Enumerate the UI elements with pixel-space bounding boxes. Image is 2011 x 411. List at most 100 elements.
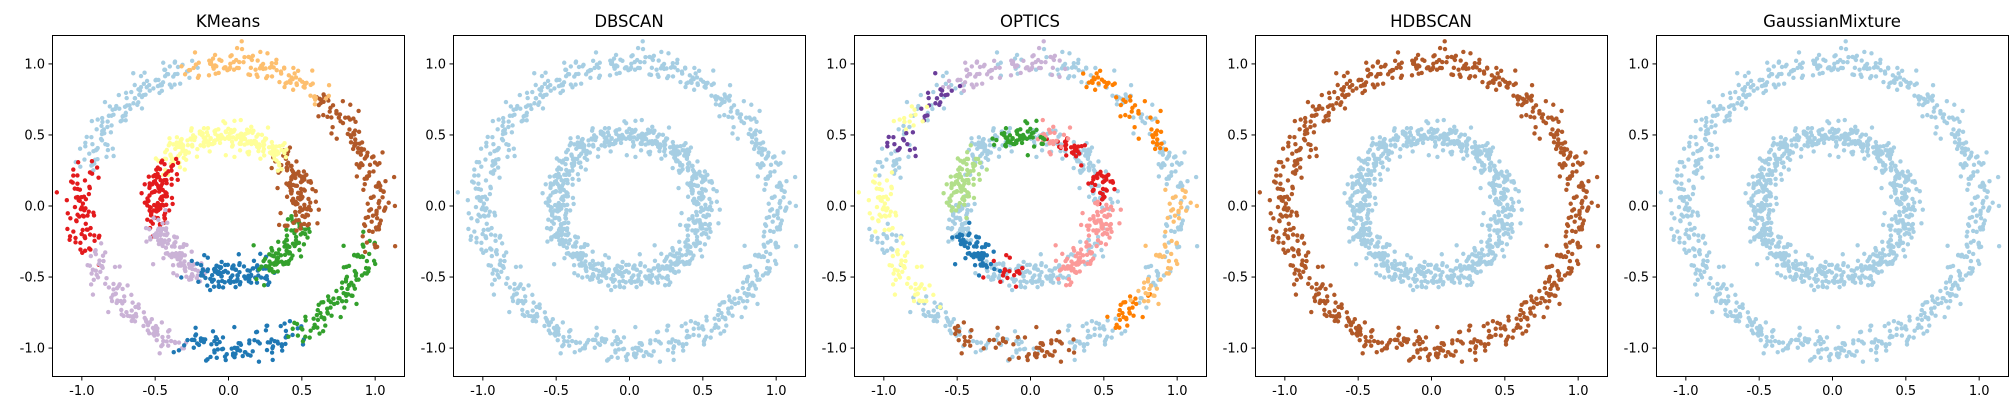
data-point xyxy=(265,282,271,288)
data-point xyxy=(677,222,683,228)
data-point xyxy=(1145,276,1151,282)
data-point xyxy=(582,343,588,348)
data-point xyxy=(306,204,312,209)
data-point xyxy=(524,118,529,123)
data-point xyxy=(301,221,307,227)
data-point xyxy=(717,114,722,119)
data-point xyxy=(221,119,226,124)
y-tick-label: 1.0 xyxy=(425,57,446,72)
data-point xyxy=(1391,128,1397,133)
data-point xyxy=(1509,179,1514,184)
data-point xyxy=(656,58,661,63)
data-point xyxy=(651,349,656,354)
data-point xyxy=(371,154,376,159)
data-point xyxy=(1404,139,1409,145)
data-point xyxy=(945,225,951,231)
data-point xyxy=(559,177,564,183)
data-point xyxy=(670,248,676,253)
data-point xyxy=(106,309,111,315)
data-point xyxy=(997,146,1002,152)
data-point xyxy=(285,217,291,222)
data-point xyxy=(774,184,780,189)
data-point xyxy=(879,214,884,219)
data-point xyxy=(632,67,638,72)
data-point xyxy=(1154,128,1160,133)
data-point xyxy=(239,46,245,52)
data-point xyxy=(902,253,908,258)
data-point xyxy=(1493,173,1498,178)
data-point xyxy=(973,349,978,355)
data-point xyxy=(383,179,388,184)
data-point xyxy=(941,191,946,196)
data-point xyxy=(146,174,152,179)
data-point xyxy=(120,114,125,119)
data-point xyxy=(1164,181,1169,187)
data-point xyxy=(362,249,368,255)
data-point xyxy=(887,213,892,218)
data-point xyxy=(229,130,234,135)
data-point xyxy=(1094,71,1099,76)
data-point xyxy=(775,209,780,215)
data-point xyxy=(114,286,120,291)
data-point xyxy=(293,238,299,243)
data-point xyxy=(391,174,397,180)
data-point xyxy=(165,231,170,236)
data-point xyxy=(884,178,890,183)
data-point xyxy=(887,263,892,268)
data-point xyxy=(793,243,799,249)
data-point xyxy=(1018,70,1023,76)
data-point xyxy=(477,198,482,203)
data-point xyxy=(1452,124,1457,129)
data-point xyxy=(164,194,170,199)
data-point xyxy=(499,269,504,274)
data-point xyxy=(526,283,531,288)
data-point xyxy=(995,333,1000,338)
data-point xyxy=(1139,296,1144,301)
data-point xyxy=(647,149,653,154)
data-point xyxy=(675,261,681,266)
data-point xyxy=(873,167,878,172)
data-point xyxy=(78,240,83,246)
data-point xyxy=(727,298,732,303)
data-point xyxy=(237,348,243,353)
data-point xyxy=(699,232,704,237)
data-point xyxy=(637,341,642,346)
data-point xyxy=(124,95,129,101)
x-tick-label: -0.5 xyxy=(142,384,167,399)
data-point xyxy=(683,66,688,71)
data-point xyxy=(880,240,885,246)
data-point xyxy=(237,262,242,268)
data-point xyxy=(1007,357,1012,362)
data-point xyxy=(549,235,554,240)
data-point xyxy=(1348,217,1353,222)
data-point xyxy=(894,238,899,244)
data-point xyxy=(347,117,353,122)
data-point xyxy=(1050,65,1056,71)
data-point xyxy=(1080,71,1086,76)
data-point xyxy=(350,146,356,152)
data-point xyxy=(908,113,914,118)
data-point xyxy=(953,86,958,91)
data-point xyxy=(308,328,313,333)
data-point xyxy=(195,341,200,346)
data-point xyxy=(1141,299,1147,304)
data-point xyxy=(566,231,571,236)
data-point xyxy=(694,202,699,207)
data-point xyxy=(1398,146,1403,152)
data-point xyxy=(991,249,996,254)
data-point xyxy=(523,104,529,109)
data-point xyxy=(158,237,164,242)
data-point xyxy=(293,212,299,218)
data-point xyxy=(1162,162,1167,168)
data-point xyxy=(342,305,347,310)
data-point xyxy=(480,205,486,210)
data-point xyxy=(719,100,724,106)
data-point xyxy=(1078,239,1083,244)
data-point xyxy=(1127,114,1132,120)
data-point xyxy=(254,280,260,285)
data-point xyxy=(306,179,311,184)
data-point xyxy=(506,119,511,124)
data-point xyxy=(177,164,183,170)
data-point xyxy=(158,177,163,183)
data-point xyxy=(886,227,892,232)
